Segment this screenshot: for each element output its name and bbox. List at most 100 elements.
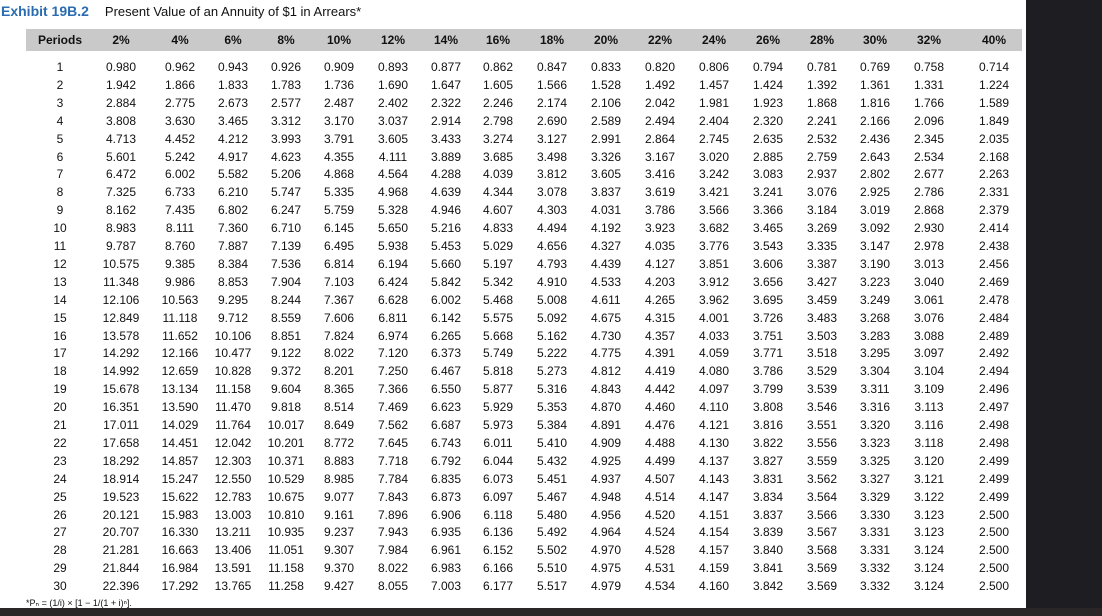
value-cell: 4.147 xyxy=(698,489,730,504)
value-cell: 2.991 xyxy=(590,131,622,146)
value-cell: 18.292 xyxy=(102,453,140,468)
table-row: 14 12.106 10.563 9.295 8.244 7.367 6.628 6.002 5… xyxy=(26,291,1022,309)
value-cell: 4.611 xyxy=(591,292,621,307)
value-cell: 5.432 xyxy=(536,453,568,468)
value-cell: 6.974 xyxy=(377,328,409,343)
value-cell: 1.492 xyxy=(644,77,676,92)
value-cell: 4.524 xyxy=(644,525,676,540)
value-cell: 13.765 xyxy=(214,579,252,594)
value-cell: 11.348 xyxy=(103,274,139,289)
period-cell: 16 xyxy=(53,328,67,343)
value-cell: 5.216 xyxy=(430,221,462,236)
value-cell: 4.812 xyxy=(590,364,622,379)
value-cell: 5.316 xyxy=(536,382,568,397)
value-cell: 9.818 xyxy=(270,400,302,415)
table-row: 1 0.980 0.962 0.943 0.926 0.909 0.893 0.877 0.86… xyxy=(26,58,1022,76)
value-cell: 4.730 xyxy=(590,328,622,343)
value-cell: 3.465 xyxy=(752,221,784,236)
value-cell: 7.366 xyxy=(377,382,409,397)
value-cell: 9.372 xyxy=(270,364,302,379)
value-cell: 3.568 xyxy=(806,543,838,558)
period-cell: 7 xyxy=(56,167,64,182)
value-cell: 3.912 xyxy=(698,274,730,289)
value-cell: 6.467 xyxy=(430,364,462,379)
value-cell: 4.948 xyxy=(590,489,622,504)
value-cell: 4.499 xyxy=(644,453,676,468)
value-cell: 8.883 xyxy=(323,453,355,468)
value-cell: 3.566 xyxy=(806,507,838,522)
value-cell: 1.392 xyxy=(806,77,838,92)
value-cell: 4.564 xyxy=(377,167,409,182)
value-cell: 5.197 xyxy=(482,256,514,271)
value-cell: 0.833 xyxy=(590,60,622,74)
value-cell: 1.424 xyxy=(752,77,784,92)
value-cell: 2.498 xyxy=(978,418,1010,432)
value-cell: 2.174 xyxy=(536,95,568,110)
column-header-rate: 16% xyxy=(485,33,511,47)
value-cell: 2.492 xyxy=(978,346,1010,361)
value-cell: 7.887 xyxy=(217,239,249,253)
value-cell: 4.160 xyxy=(698,579,730,594)
value-cell: 2.035 xyxy=(978,131,1010,146)
value-cell: 2.494 xyxy=(978,364,1010,379)
value-cell: 8.649 xyxy=(323,418,355,432)
value-cell: 7.606 xyxy=(323,310,355,325)
value-cell: 3.387 xyxy=(806,256,838,271)
value-cell: 10.810 xyxy=(267,507,305,522)
value-cell: 3.566 xyxy=(698,203,730,218)
value-cell: 4.137 xyxy=(698,453,730,468)
table-row: 30 22.396 17.292 13.765 11.258 9.427 8.055 7.00… xyxy=(26,577,1022,595)
value-cell: 2.496 xyxy=(978,382,1010,397)
value-cell: 12.303 xyxy=(214,453,252,468)
value-cell: 15.983 xyxy=(161,507,199,522)
value-cell: 3.808 xyxy=(105,113,137,128)
value-cell: 6.210 xyxy=(217,185,249,200)
value-cell: 7.469 xyxy=(377,400,409,415)
value-cell: 4.033 xyxy=(698,328,730,343)
value-cell: 4.315 xyxy=(644,310,676,325)
value-cell: 0.769 xyxy=(859,60,891,74)
value-cell: 10.371 xyxy=(267,453,305,468)
value-cell: 3.242 xyxy=(698,167,730,182)
value-cell: 14.992 xyxy=(102,364,140,379)
value-cell: 11.118 xyxy=(162,310,198,325)
value-cell: 15.247 xyxy=(161,471,199,486)
value-cell: 3.993 xyxy=(270,131,302,146)
value-cell: 0.820 xyxy=(644,60,676,74)
value-cell: 6.118 xyxy=(483,507,513,522)
column-header-rate: 24% xyxy=(701,33,727,47)
value-cell: 2.937 xyxy=(806,167,838,182)
value-cell: 4.355 xyxy=(323,149,355,164)
table-row: 9 8.162 7.435 6.802 6.247 5.759 5.328 4.946 4.60… xyxy=(26,201,1022,219)
value-cell: 2.643 xyxy=(859,149,891,164)
value-cell: 4.534 xyxy=(644,579,676,594)
value-cell: 2.436 xyxy=(859,131,891,146)
value-cell: 1.224 xyxy=(978,77,1010,92)
value-cell: 5.242 xyxy=(164,149,196,164)
value-cell: 3.104 xyxy=(913,364,945,379)
value-cell: 3.269 xyxy=(806,221,838,236)
value-cell: 16.330 xyxy=(161,525,199,540)
value-cell: 4.507 xyxy=(644,471,676,486)
value-cell: 3.791 xyxy=(323,131,355,146)
value-cell: 6.802 xyxy=(217,203,249,218)
value-cell: 4.391 xyxy=(644,346,676,361)
value-cell: 2.499 xyxy=(978,471,1010,486)
value-cell: 3.543 xyxy=(752,239,784,253)
value-cell: 21.844 xyxy=(102,561,140,576)
value-cell: 8.365 xyxy=(323,382,355,397)
value-cell: 4.265 xyxy=(644,292,676,307)
value-cell: 4.968 xyxy=(377,185,409,200)
value-cell: 4.344 xyxy=(482,185,514,200)
period-cell: 14 xyxy=(53,292,67,307)
value-cell: 2.500 xyxy=(978,579,1010,594)
value-cell: 2.499 xyxy=(978,453,1010,468)
period-cell: 28 xyxy=(53,543,67,558)
value-cell: 3.113 xyxy=(914,400,944,415)
value-cell: 6.002 xyxy=(164,167,196,182)
value-cell: 1.528 xyxy=(590,77,622,92)
value-cell: 4.946 xyxy=(430,203,462,218)
value-cell: 5.468 xyxy=(482,292,514,307)
value-cell: 6.628 xyxy=(377,292,409,307)
value-cell: 3.837 xyxy=(590,185,622,200)
